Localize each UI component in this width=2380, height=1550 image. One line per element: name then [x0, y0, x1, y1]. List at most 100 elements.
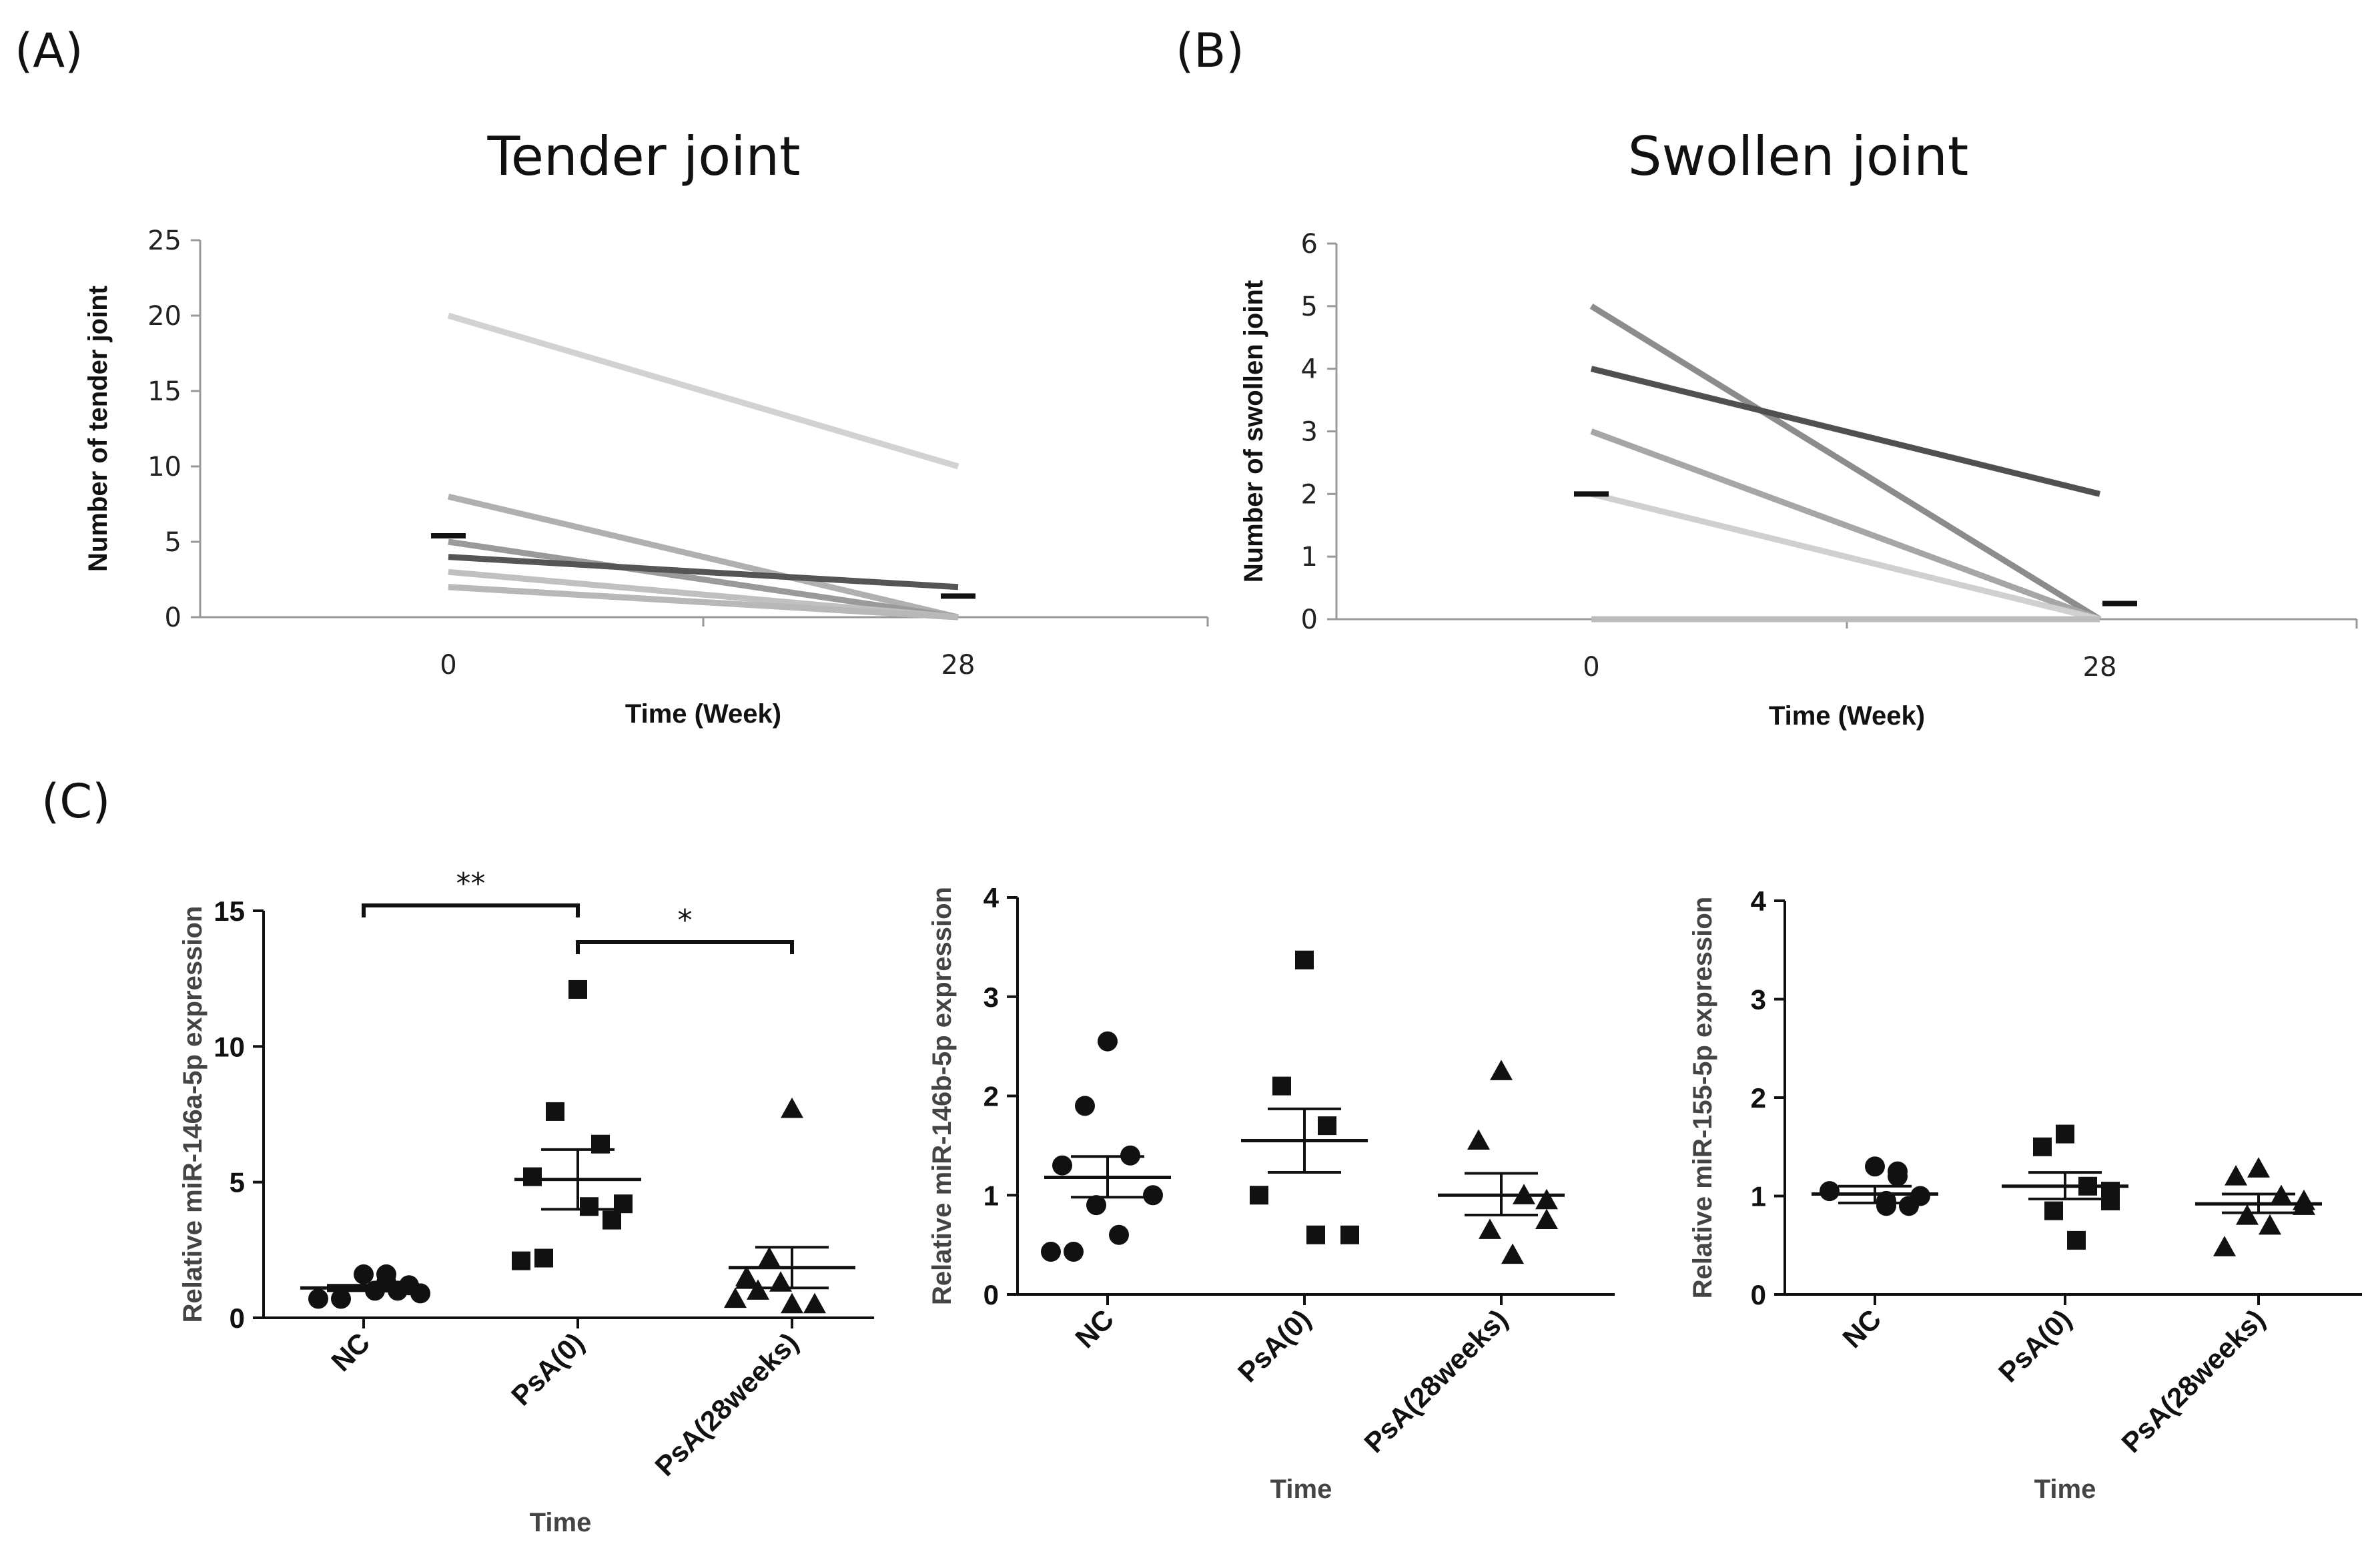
series-line-patient-7	[448, 584, 959, 621]
y-tick-label: 0	[230, 1302, 245, 1334]
data-point-circle	[1086, 1195, 1106, 1216]
data-point-triangle	[1467, 1129, 1490, 1150]
y-axis-label: Relative miR-146b-5p expression	[927, 887, 957, 1305]
data-point-circle	[354, 1264, 374, 1284]
chart-tender-joint: 0 5 10 15 20 25 0 28 Time (Week) Number of tender…	[83, 226, 1209, 729]
data-point-square	[2067, 1230, 2086, 1250]
data-point-circle	[1064, 1242, 1084, 1262]
x-axis-label: Time (Week)	[1769, 701, 1925, 731]
data-point-triangle	[1535, 1208, 1558, 1230]
series-line-patient-2	[447, 493, 959, 621]
data-point-square	[1318, 1116, 1336, 1136]
data-point-square	[2044, 1201, 2063, 1220]
data-point-circle	[1041, 1242, 1061, 1262]
chart-mir-146b: 0 1 2 3 4 NC PsA(0) PsA(28weeks) Time Relative mi…	[927, 882, 1615, 1504]
data-point-square	[512, 1251, 530, 1270]
data-point-square	[580, 1197, 599, 1216]
data-point-triangle	[2293, 1194, 2315, 1215]
panel-label-a: (A)	[15, 23, 83, 78]
chart-a-title: Tender joint	[487, 125, 801, 187]
y-tick-label: 6	[1301, 229, 1318, 260]
y-tick-label: 5	[165, 527, 181, 558]
x-tick-label: PsA(28weeks)	[649, 1326, 804, 1482]
y-tick-label: 2	[983, 1081, 999, 1112]
data-point-square	[1272, 1076, 1291, 1096]
y-tick-label: 10	[147, 452, 181, 482]
series-line-patient-4	[448, 554, 959, 591]
series-line-patient-3	[448, 538, 959, 621]
data-point-square	[2101, 1191, 2120, 1210]
data-point-triangle	[1513, 1184, 1535, 1204]
series-line-patient-4	[1590, 490, 2101, 623]
data-point-square	[1340, 1225, 1359, 1244]
y-tick-label: 1	[1751, 1181, 1766, 1212]
data-point-circle	[1876, 1196, 1896, 1216]
data-point-square	[2033, 1137, 2052, 1156]
y-tick-label: 5	[1301, 292, 1318, 322]
x-tick-label: NC	[1069, 1303, 1120, 1354]
x-axis-label: Time	[1270, 1475, 1332, 1504]
data-point-square	[523, 1167, 542, 1186]
data-point-square	[1295, 950, 1314, 970]
y-tick-label: 3	[1751, 984, 1766, 1016]
data-point-triangle	[769, 1271, 792, 1292]
data-point-circle	[308, 1288, 328, 1309]
series-line-patient-1	[447, 312, 959, 470]
data-point-circle	[1098, 1031, 1118, 1052]
data-point-triangle	[2225, 1165, 2247, 1186]
data-point-circle	[1052, 1155, 1072, 1176]
y-tick-label: 15	[214, 895, 245, 927]
significance-bracket	[362, 903, 580, 917]
data-point-triangle	[1535, 1188, 1558, 1210]
data-point-circle	[331, 1288, 351, 1309]
data-point-circle	[410, 1283, 430, 1304]
data-point-square	[568, 980, 587, 999]
data-point-square	[2056, 1124, 2074, 1144]
y-axis-label: Relative miR-146a-5p expression	[178, 906, 208, 1323]
data-point-square	[1250, 1186, 1268, 1205]
y-tick-label: 1	[1301, 542, 1318, 572]
data-point-square	[534, 1248, 553, 1268]
data-point-triangle	[2270, 1184, 2293, 1206]
y-tick-label: 0	[1301, 605, 1318, 635]
significance-label: *	[678, 903, 693, 937]
data-point-square	[2078, 1176, 2097, 1196]
data-point-triangle	[1490, 1060, 1513, 1080]
x-tick-label: 28	[2083, 652, 2117, 683]
x-tick-label: PsA(0)	[1232, 1303, 1316, 1388]
y-axis-label: Number of tender joint	[83, 286, 113, 572]
data-point-triangle	[758, 1246, 781, 1268]
data-point-circle	[1899, 1196, 1919, 1216]
y-tick-label: 3	[1301, 417, 1318, 448]
series-line-patient-3	[1590, 428, 2101, 623]
data-point-triangle	[781, 1292, 803, 1314]
data-point-circle	[1888, 1166, 1908, 1186]
data-point-square	[614, 1194, 633, 1214]
data-point-circle	[1075, 1096, 1095, 1116]
data-point-square	[546, 1102, 564, 1121]
data-point-triangle	[735, 1268, 758, 1289]
y-tick-label: 0	[165, 603, 181, 633]
data-point-triangle	[803, 1292, 826, 1314]
data-point-square	[591, 1134, 610, 1154]
x-tick-label: NC	[1836, 1303, 1887, 1354]
data-point-triangle	[724, 1287, 747, 1308]
y-axis-label: Relative miR-155-5p expression	[1688, 897, 1717, 1298]
x-tick-label: PsA(0)	[505, 1326, 590, 1411]
y-tick-label: 2	[1751, 1082, 1766, 1114]
x-axis-label: Time	[530, 1508, 592, 1537]
x-axis-label: Time (Week)	[625, 699, 781, 729]
x-tick-label: 28	[941, 650, 975, 681]
y-tick-label: 1	[983, 1180, 999, 1211]
data-point-circle	[365, 1280, 385, 1301]
x-tick-label: NC	[325, 1326, 376, 1377]
data-point-circle	[1865, 1156, 1885, 1177]
y-axis-label: Number of swollen joint	[1239, 280, 1268, 583]
data-point-triangle	[2213, 1236, 2236, 1256]
data-point-triangle	[2236, 1204, 2259, 1225]
x-tick-label: PsA(28weeks)	[2115, 1303, 2271, 1459]
data-point-triangle	[1501, 1243, 1524, 1264]
y-tick-label: 0	[1751, 1279, 1766, 1310]
